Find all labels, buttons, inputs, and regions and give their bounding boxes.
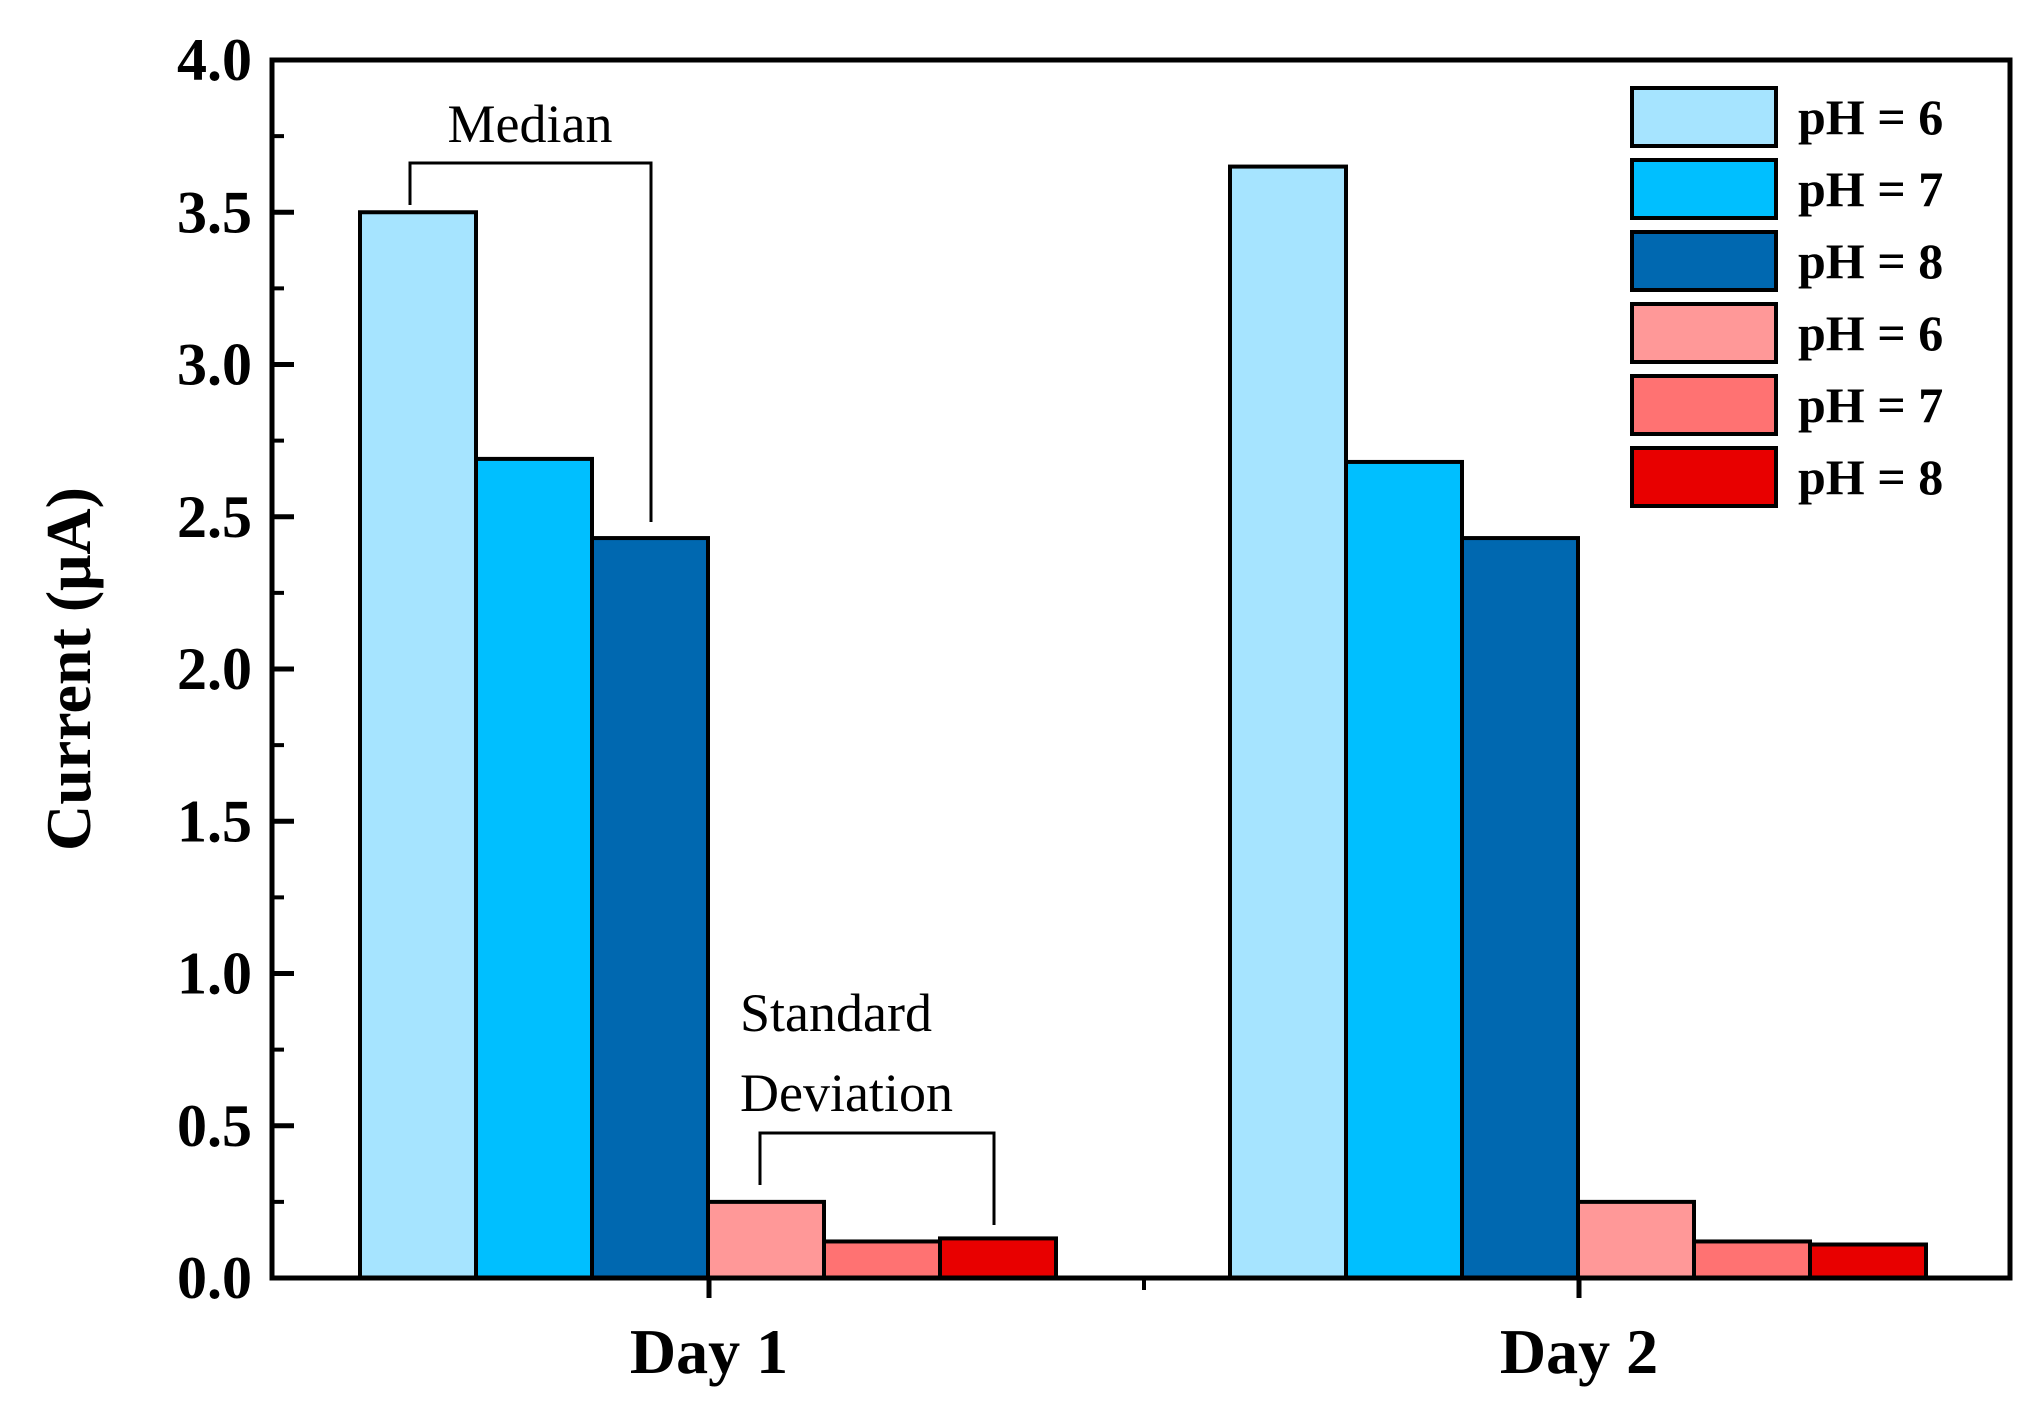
std-dev-annotation-label: Deviation <box>740 1063 953 1123</box>
bar-1-series-6 <box>938 1236 1058 1281</box>
bar-1-series-5 <box>822 1239 942 1280</box>
legend-swatch <box>1630 302 1778 364</box>
median-bracket <box>408 161 653 522</box>
x-axis-ticks: Day 1 Day 2 <box>630 1278 1658 1387</box>
y-tick-label: 0.5 <box>177 1093 252 1159</box>
x-category-label: Day 2 <box>1500 1316 1658 1387</box>
std-dev-bracket <box>758 1131 996 1225</box>
legend-label: pH = 7 <box>1798 377 1943 433</box>
bar-1-series-3 <box>590 536 710 1280</box>
y-tick-label: 3.5 <box>177 179 252 245</box>
legend-label: pH = 6 <box>1798 89 1943 145</box>
legend-swatch <box>1630 158 1778 220</box>
bar-1-series-1 <box>358 210 478 1280</box>
y-tick-label: 1.5 <box>177 788 252 854</box>
y-tick-label: 3.0 <box>177 332 252 398</box>
legend-swatch <box>1630 230 1778 292</box>
bar-2-series-1 <box>1228 164 1348 1281</box>
legend-label: pH = 8 <box>1798 233 1943 289</box>
bar-2-series-5 <box>1692 1239 1812 1280</box>
legend-swatch <box>1630 446 1778 508</box>
bar-1-series-2 <box>474 456 594 1280</box>
y-axis-title: Current (μA) <box>33 487 104 851</box>
y-tick-label: 1.0 <box>177 941 252 1007</box>
legend-label: pH = 8 <box>1798 449 1943 505</box>
bar-2-series-3 <box>1460 536 1580 1280</box>
legend: pH = 6 pH = 7 pH = 8 pH = 6 pH = 7 pH = 8 <box>1630 86 1943 508</box>
y-tick-label: 4.0 <box>177 27 252 93</box>
bar-2-series-4 <box>1576 1199 1696 1280</box>
y-tick-label: 2.0 <box>177 636 252 702</box>
legend-label: pH = 6 <box>1798 305 1943 361</box>
bar-2-series-6 <box>1808 1242 1928 1281</box>
bar-2-series-2 <box>1344 459 1464 1280</box>
bars-layer <box>358 164 1928 1281</box>
annotations: Median Standard Deviation <box>408 94 996 1225</box>
x-category-label: Day 1 <box>630 1316 788 1387</box>
median-annotation-label: Median <box>448 94 613 154</box>
legend-swatch <box>1630 86 1778 148</box>
y-tick-label: 0.0 <box>177 1245 252 1311</box>
y-tick-label: 2.5 <box>177 484 252 550</box>
y-axis-ticks: 0.0 0.5 1.0 1.5 2.0 2.5 3.0 3.5 4.0 <box>177 27 294 1311</box>
legend-label: pH = 7 <box>1798 161 1943 217</box>
bar-1-series-4 <box>706 1199 826 1280</box>
legend-swatch <box>1630 374 1778 436</box>
std-dev-annotation-label: Standard <box>740 983 932 1043</box>
